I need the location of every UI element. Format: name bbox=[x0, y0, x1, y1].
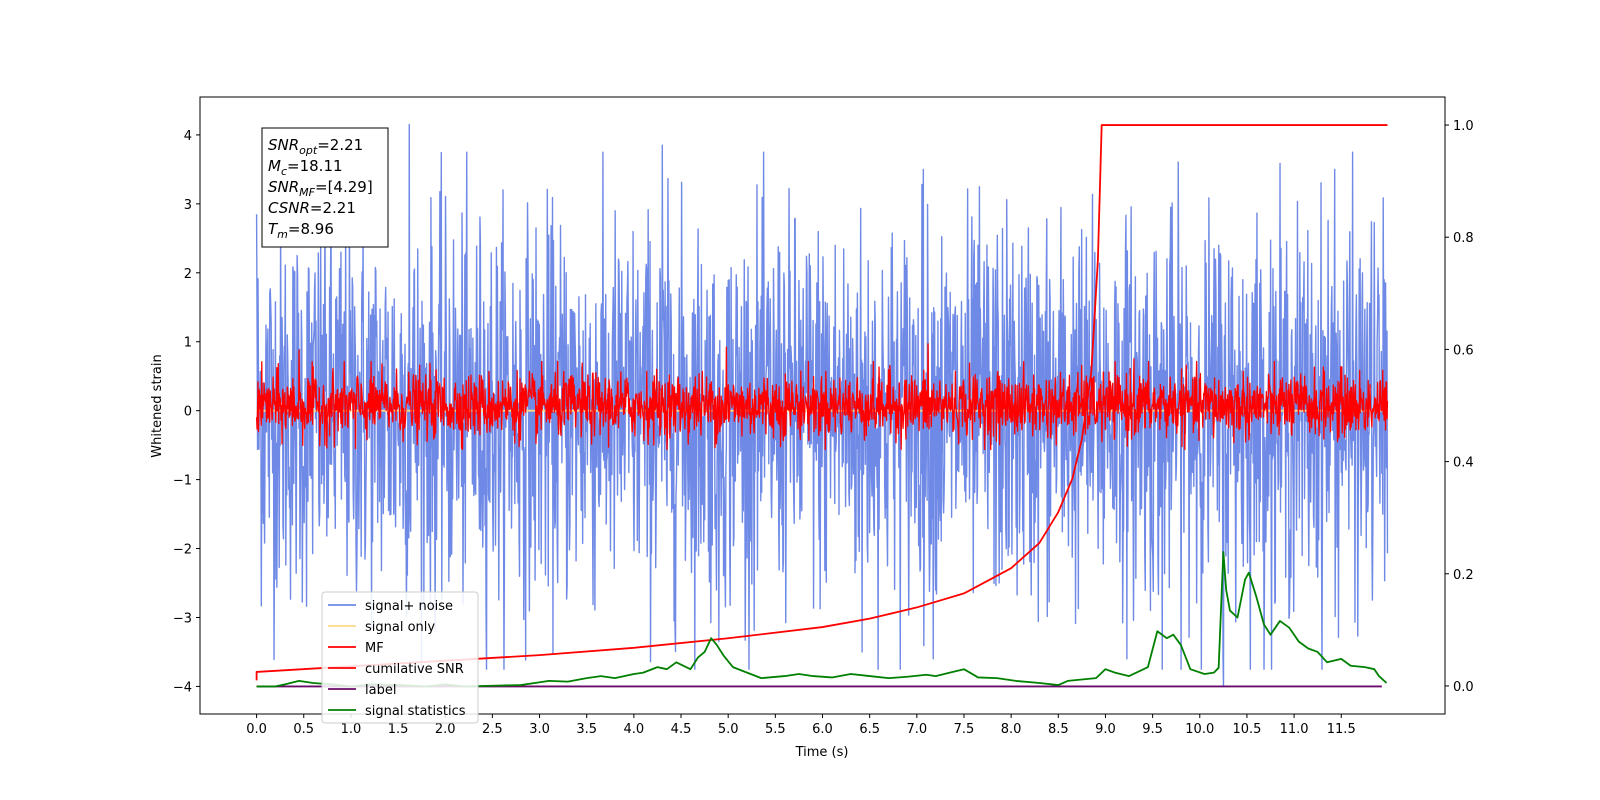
info-line: Mc=18.11 bbox=[268, 157, 343, 178]
x-tick-label: 2.0 bbox=[435, 722, 456, 737]
info-line-symbol: SNR bbox=[268, 178, 299, 196]
y-tick-label: 4 bbox=[184, 129, 192, 144]
x-tick-label: 9.5 bbox=[1142, 722, 1163, 737]
info-line-symbol: M bbox=[268, 157, 281, 175]
info-line-symbol: SNR bbox=[268, 136, 299, 154]
legend-frame bbox=[321, 591, 479, 724]
legend-label: signal only bbox=[365, 620, 435, 635]
x-tick-label: 2.5 bbox=[482, 722, 503, 737]
x-tick-label: 3.5 bbox=[576, 722, 597, 737]
info-box-frame bbox=[261, 127, 389, 248]
x-tick-label: 7.0 bbox=[906, 722, 927, 737]
series-line-signal-noise bbox=[255, 123, 1389, 688]
x-tick-label: 10.0 bbox=[1185, 722, 1214, 737]
y2-tick-label: 0.6 bbox=[1453, 343, 1474, 358]
y-axis-label: Whitened strain bbox=[150, 354, 165, 457]
x-tick-label: 5.0 bbox=[718, 722, 739, 737]
legend: signal+ noise signal only MF cumilative SNR… bbox=[321, 591, 479, 724]
x-tick-label: 9.0 bbox=[1095, 722, 1116, 737]
x-tick-label: 3.0 bbox=[529, 722, 550, 737]
y-axis-right: 0.0 0.2 0.4 0.6 0.8 1.0 bbox=[1445, 119, 1474, 695]
y-tick-label: 0 bbox=[184, 405, 192, 420]
x-axis-label: Time (s) bbox=[795, 745, 849, 760]
info-line: SNRopt=2.21 bbox=[268, 136, 363, 157]
x-tick-label: 11.0 bbox=[1280, 722, 1309, 737]
info-line-symbol: CSNR bbox=[268, 199, 310, 217]
x-tick-label: 0.0 bbox=[246, 722, 267, 737]
series-line-cumilative-snr bbox=[255, 124, 1388, 681]
x-tick-label: 6.0 bbox=[812, 722, 833, 737]
info-line-symbol: T bbox=[268, 220, 279, 238]
info-line-value: =2.21 bbox=[317, 136, 363, 154]
info-line-value: =18.11 bbox=[287, 157, 343, 175]
info-line-subscript: MF bbox=[299, 186, 315, 199]
y2-tick-label: 0.4 bbox=[1453, 456, 1474, 471]
info-line: Tm=8.96 bbox=[268, 220, 334, 241]
legend-label: MF bbox=[365, 641, 384, 656]
y-tick-label: −2 bbox=[173, 543, 192, 558]
legend-label: signal+ noise bbox=[365, 599, 453, 614]
x-tick-label: 1.5 bbox=[388, 722, 409, 737]
info-line: SNRMF=[4.29] bbox=[268, 178, 373, 199]
legend-label: signal statistics bbox=[365, 704, 466, 719]
x-tick-label: 10.5 bbox=[1232, 722, 1261, 737]
y2-tick-label: 0.8 bbox=[1453, 231, 1474, 246]
y-tick-label: −4 bbox=[173, 680, 192, 695]
series-layer bbox=[255, 123, 1389, 688]
info-line-subscript: m bbox=[277, 228, 288, 241]
x-tick-label: 8.5 bbox=[1048, 722, 1069, 737]
x-tick-label: 4.5 bbox=[671, 722, 692, 737]
y2-tick-label: 0.0 bbox=[1453, 680, 1474, 695]
x-tick-label: 0.5 bbox=[293, 722, 314, 737]
legend-label: cumilative SNR bbox=[365, 662, 464, 677]
x-tick-label: 4.0 bbox=[624, 722, 645, 737]
info-line-value: =8.96 bbox=[288, 220, 334, 238]
x-tick-label: 8.0 bbox=[1001, 722, 1022, 737]
info-line-subscript: c bbox=[281, 165, 287, 178]
x-tick-label: 6.5 bbox=[859, 722, 880, 737]
info-line-subscript: opt bbox=[299, 144, 318, 157]
info-line: CSNR=2.21 bbox=[268, 199, 356, 217]
y-axis-left: −4 −3 −2 −1 0 1 2 3 4 bbox=[173, 129, 200, 695]
x-tick-label: 1.0 bbox=[341, 722, 362, 737]
x-tick-label: 7.5 bbox=[954, 722, 975, 737]
y-tick-label: −1 bbox=[173, 474, 192, 489]
x-tick-label: 11.5 bbox=[1327, 722, 1356, 737]
series-line-signal-statistics bbox=[256, 551, 1388, 688]
info-line-value: =[4.29] bbox=[315, 178, 373, 196]
y-tick-label: 1 bbox=[184, 336, 192, 351]
series-line-mf bbox=[255, 343, 1389, 451]
x-axis: 0.0 0.5 1.0 1.5 2.0 2.5 3.0 3.5 4.0 4.5 5.0 5.5 6.0 6… bbox=[246, 714, 1356, 737]
y-tick-label: 2 bbox=[184, 267, 192, 282]
info-annotation-box: SNRopt=2.21Mc=18.11SNRMF=[4.29]CSNR=2.21… bbox=[261, 127, 389, 248]
y2-tick-label: 1.0 bbox=[1453, 119, 1474, 134]
y-tick-label: −3 bbox=[173, 611, 192, 626]
y2-tick-label: 0.2 bbox=[1453, 568, 1474, 583]
info-line-value: =2.21 bbox=[310, 199, 356, 217]
x-tick-label: 5.5 bbox=[765, 722, 786, 737]
y-tick-label: 3 bbox=[184, 198, 192, 213]
legend-label: label bbox=[365, 683, 396, 698]
